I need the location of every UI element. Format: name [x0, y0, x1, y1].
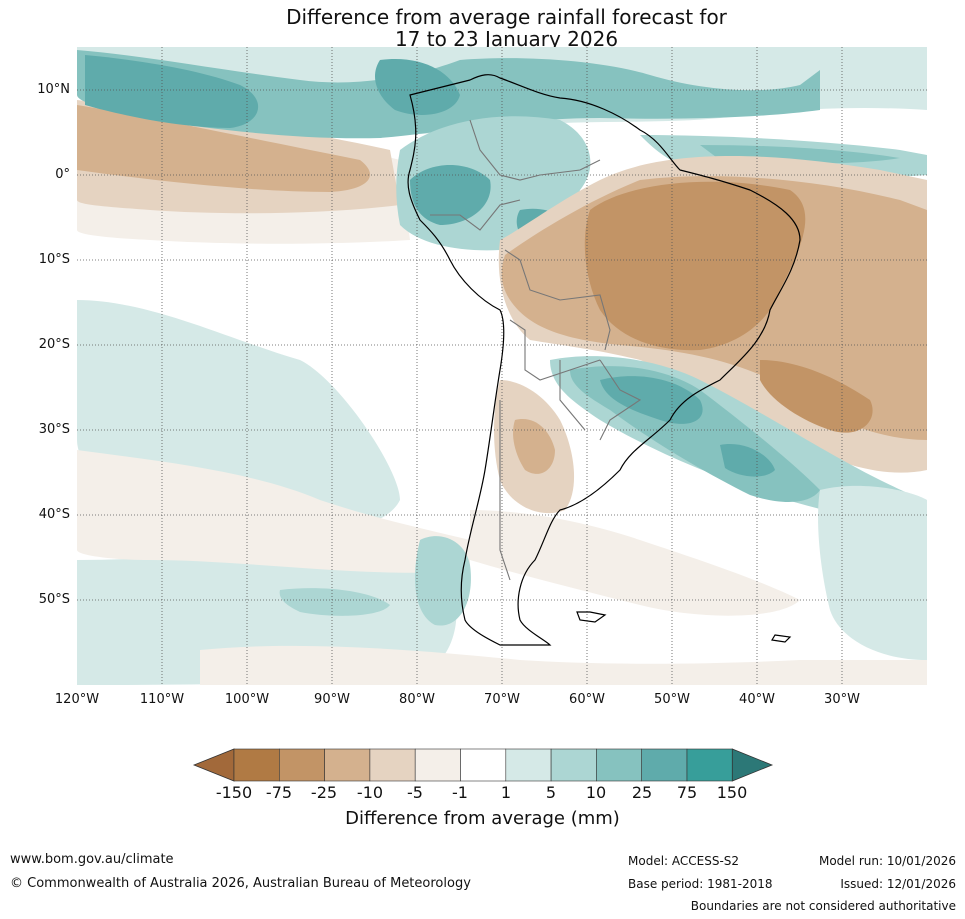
colorbar-title: Difference from average (mm)	[345, 808, 620, 829]
website-link[interactable]: www.bom.gov.au/climate	[10, 852, 174, 867]
lat-label-30s: 30°S	[38, 422, 70, 437]
colorbar-tick-label: 5	[545, 783, 557, 802]
anomaly-argentina-medium-brown	[513, 419, 555, 474]
lat-label-40s: 40°S	[38, 507, 70, 522]
anomaly-northwest-sa-dark-teal	[410, 165, 491, 225]
anomaly-southeast-atlantic-dark-brown	[760, 360, 873, 433]
colorbar-tick-label: 10	[585, 783, 607, 802]
anomaly-southeast-ocean-light-teal	[818, 485, 927, 660]
colorbar-tick-label: -5	[407, 783, 423, 802]
colorbar-tick-label: -1	[452, 783, 468, 802]
anomaly-caribbean-dark-teal	[375, 59, 460, 115]
anomaly-south-atlantic-deep-teal	[720, 444, 775, 477]
lon-label-50w: 50°W	[654, 692, 690, 707]
lon-label-70w: 70°W	[484, 692, 520, 707]
lat-label-equator: 0°	[55, 167, 70, 182]
colorbar-tick-label: 1	[500, 783, 512, 802]
lon-label-90w: 90°W	[314, 692, 350, 707]
anomaly-patagonia-light-brown	[470, 510, 800, 616]
lat-label-10s: 10°S	[38, 252, 70, 267]
base-period: Base period: 1981-2018	[628, 877, 773, 891]
model-run-date: Model run: 10/01/2026	[818, 854, 956, 868]
anomaly-southern-chile-teal	[415, 536, 471, 626]
lat-label-10n: 10°N	[37, 82, 70, 97]
lon-label-100w: 100°W	[224, 692, 270, 707]
copyright-text: © Commonwealth of Australia 2026, Austra…	[10, 876, 471, 891]
issued-date: Issued: 12/01/2026	[840, 877, 956, 891]
anomaly-brazil-dark-brown	[584, 181, 806, 351]
colorbar-tick-label: -10	[356, 783, 384, 802]
anomaly-band-equatorial-pacific-medium-brown	[77, 105, 370, 192]
title-line-1: Difference from average rainfall forecas…	[286, 5, 727, 29]
graticule	[77, 47, 927, 685]
lon-label-30w: 30°W	[824, 692, 860, 707]
anomaly-band-southwest-light-brown	[77, 450, 470, 573]
colorbar-tick-label: -25	[310, 783, 338, 802]
lat-label-20s: 20°S	[38, 337, 70, 352]
anomaly-bottom-light-brown	[200, 645, 927, 685]
lon-label-40w: 40°W	[739, 692, 775, 707]
anomaly-band-north-pacific-dark-teal	[85, 55, 259, 128]
lon-label-110w: 110°W	[139, 692, 185, 707]
colorbar-tick-label: -150	[215, 783, 253, 802]
lon-label-80w: 80°W	[399, 692, 435, 707]
colorbar-tick-label: 150	[716, 783, 748, 802]
country-borders	[430, 119, 642, 581]
coastline	[407, 74, 801, 646]
model-name: Model: ACCESS-S2	[628, 854, 740, 868]
lon-label-60w: 60°W	[569, 692, 605, 707]
anomaly-south-atlantic-dark-teal	[600, 376, 703, 424]
boundaries-disclaimer: Boundaries are not considered authoritat…	[690, 899, 956, 913]
colorbar-tick-label: -75	[265, 783, 293, 802]
lon-label-120w: 120°W	[54, 692, 100, 707]
anomaly-southern-ocean-teal	[279, 588, 390, 616]
colorbar-tick-label: 75	[676, 783, 698, 802]
lat-label-50s: 50°S	[38, 592, 70, 607]
colorbar-tick-label: 25	[631, 783, 653, 802]
